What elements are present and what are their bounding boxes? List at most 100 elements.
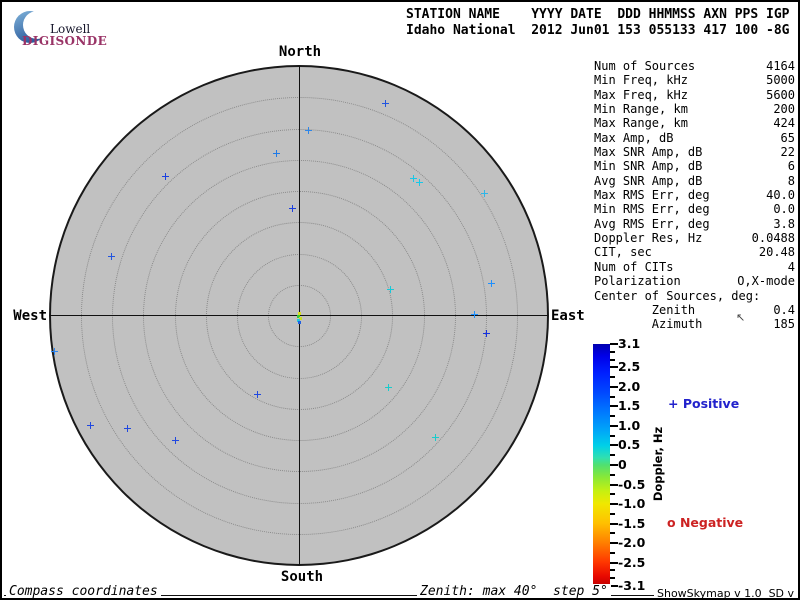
logo-text-digisonde: DIGISONDE — [22, 34, 108, 48]
colorbar-tick-label: 1.0 — [618, 417, 641, 433]
stat-label: Max Amp, dB — [594, 130, 674, 145]
stat-row: Min Range, km 200 — [594, 102, 795, 116]
colorbar-tick-label: 0 — [618, 457, 627, 472]
colorbar-tick-label: 2.0 — [618, 378, 641, 394]
colorbar-major-tick — [610, 405, 618, 408]
colorbar-minor-tick — [610, 376, 615, 379]
stat-value: 200 — [773, 102, 795, 117]
stat-row: Num of CITs 4 — [594, 260, 795, 274]
stat-label: Min Freq, kHz — [594, 73, 688, 88]
colorbar-tick-label: -2.5 — [618, 554, 646, 570]
stat-label: Polarization — [594, 274, 681, 289]
source-point-plus — [289, 205, 296, 212]
stat-value: 20.48 — [758, 245, 795, 260]
stat-row: Max SNR Amp, dB 22 — [594, 145, 795, 159]
source-point-plus — [51, 348, 58, 355]
colorbar-major-tick — [610, 522, 618, 525]
stat-row: Max Amp, dB 65 — [594, 131, 795, 145]
colorbar-major-tick — [610, 464, 618, 466]
colorbar-minor-tick — [610, 434, 615, 437]
stat-row: Max Freq, kHz 5600 — [594, 88, 795, 102]
colorbar-tick-label: -0.5 — [618, 476, 646, 492]
stat-value: 3.8 — [773, 216, 795, 231]
colorbar-major-tick — [610, 483, 618, 486]
stat-value: 185 — [773, 317, 795, 332]
colorbar-minor-tick — [610, 454, 615, 457]
colorbar-tick-label: -2.0 — [618, 535, 646, 551]
source-point-plus — [471, 311, 478, 318]
stat-value: 4 — [787, 259, 795, 274]
center-cluster-point — [297, 315, 300, 318]
footer-separator — [4, 595, 798, 596]
colorbar-tick-label: -1.5 — [618, 515, 646, 531]
source-point-plus — [382, 100, 389, 107]
stat-label: Max Range, km — [594, 116, 688, 131]
stat-label: Num of Sources — [594, 59, 696, 73]
stat-row: Avg SNR Amp, dB 8 — [594, 174, 795, 188]
colorbar-minor-tick — [610, 395, 615, 398]
compass-label-south: South — [280, 569, 324, 585]
center-cluster-point — [297, 319, 300, 322]
colorbar-major-tick — [610, 561, 618, 564]
colorbar-major-tick — [610, 424, 618, 427]
center-cluster-point — [298, 312, 301, 315]
stat-row: Center of Sources, deg: — [594, 289, 795, 303]
source-point-plus — [254, 391, 261, 398]
stat-value: 6 — [787, 159, 795, 174]
source-point-plus — [483, 330, 490, 337]
colorbar-major-tick — [610, 542, 618, 545]
source-point-plus — [124, 425, 131, 432]
stat-value: 0.4 — [773, 302, 795, 317]
compass-label-west: West — [13, 308, 47, 324]
legend-positive: + Positive — [668, 396, 740, 411]
source-point-plus — [273, 150, 280, 157]
colorbar-major-tick — [610, 366, 618, 369]
stat-label: Azimuth — [594, 317, 703, 332]
source-point-plus — [488, 280, 495, 287]
coordinates-mode-label: Compass coordinates — [6, 584, 161, 598]
stat-label: Min Range, km — [594, 102, 688, 117]
source-point-plus — [385, 384, 392, 391]
station-header: STATION NAME YYYY DATE DDD HHMMSS AXN PP… — [406, 7, 790, 39]
colorbar-tick-label: 3.1 — [618, 336, 641, 351]
stat-label: CIT, sec — [594, 245, 652, 260]
compass-label-east: East — [551, 308, 585, 324]
stat-label: Max SNR Amp, dB — [594, 145, 703, 160]
stat-row: Avg RMS Err, deg 3.8 — [594, 217, 795, 231]
colorbar-major-tick — [610, 444, 618, 447]
source-point-plus — [87, 422, 94, 429]
doppler-colorbar — [593, 344, 610, 586]
zenith-scale-label: Zenith: max 40° step 5° — [417, 584, 611, 598]
source-point-plus — [162, 173, 169, 180]
colorbar-tick-label: 1.5 — [618, 398, 641, 414]
lowell-digisonde-logo: Lowell DIGISONDE — [10, 6, 130, 50]
stat-label: Avg RMS Err, deg — [594, 216, 710, 231]
legend-negative: o Negative — [667, 515, 744, 530]
logo-text-lowell: Lowell — [50, 22, 91, 36]
stat-row: Azimuth 185 — [594, 317, 795, 331]
colorbar-minor-tick — [610, 358, 615, 361]
stats-panel: Num of Sources 4164 Min Freq, kHz 5000 Max F… — [594, 59, 795, 332]
stat-label: Min RMS Err, deg — [594, 202, 710, 217]
compass-label-north: North — [278, 44, 322, 60]
colorbar-tick-label: -3.1 — [618, 578, 646, 593]
colorbar-major-tick — [610, 385, 618, 388]
stat-value: 0.0488 — [751, 231, 795, 246]
stat-label: Avg SNR Amp, dB — [594, 173, 703, 188]
stat-value: 5600 — [766, 87, 795, 102]
stat-label: Max RMS Err, deg — [594, 188, 710, 203]
stat-row: Num of Sources 4164 — [594, 59, 795, 73]
colorbar-minor-tick — [610, 532, 615, 535]
colorbar-minor-tick — [610, 577, 615, 580]
colorbar-axis-label: Doppler, Hz — [651, 426, 665, 502]
center-cluster-point — [299, 317, 302, 320]
colorbar-minor-tick — [610, 569, 615, 572]
stat-label: Zenith — [594, 302, 696, 317]
stat-row: Polarization O,X-mode — [594, 274, 795, 288]
stat-label: Doppler Res, Hz — [594, 231, 703, 246]
stat-value: 65 — [780, 130, 795, 145]
colorbar-major-tick — [610, 343, 618, 345]
stat-value: 40.0 — [766, 188, 795, 203]
center-cluster-point — [298, 321, 301, 324]
